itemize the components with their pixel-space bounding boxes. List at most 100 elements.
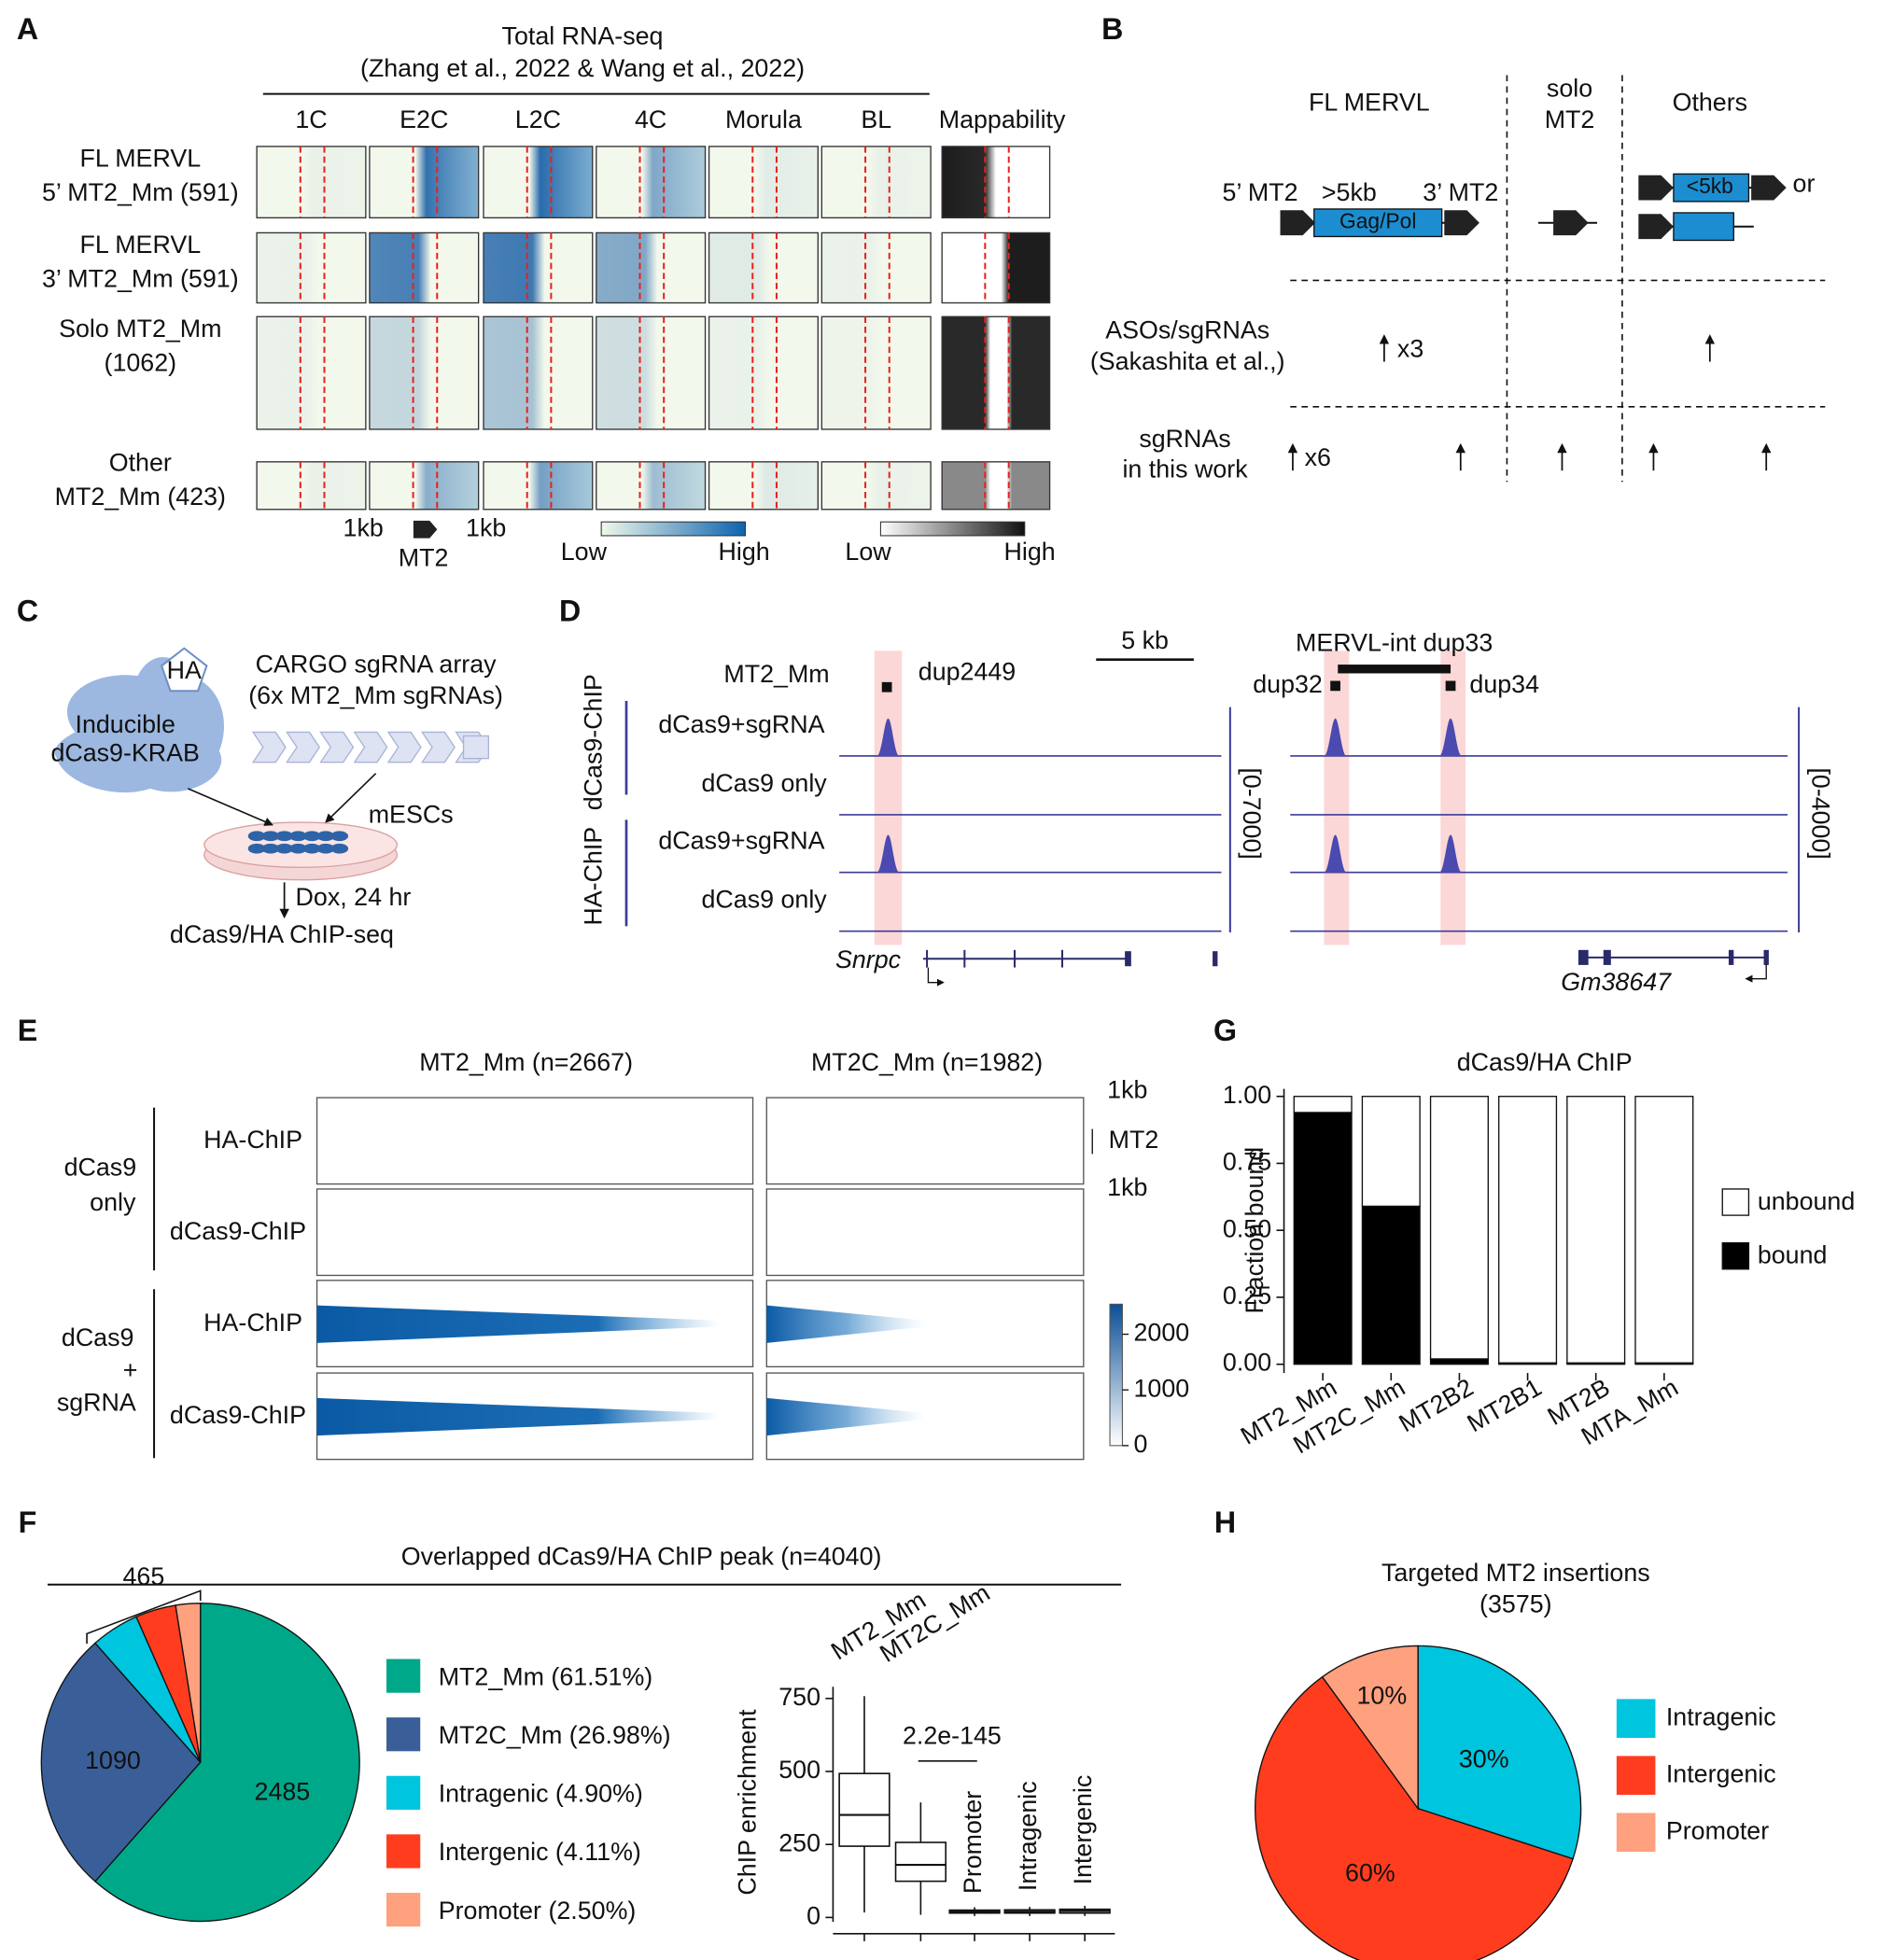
heatmap-signal bbox=[766, 1305, 926, 1343]
row-label: Other bbox=[109, 449, 172, 477]
category-label: MT2B2 bbox=[1395, 1373, 1479, 1437]
cell bbox=[261, 843, 280, 854]
column-header: BL bbox=[861, 105, 891, 133]
data-label: 30% bbox=[1459, 1745, 1509, 1773]
legend-label: Promoter bbox=[1666, 1816, 1769, 1844]
gene-box bbox=[1313, 208, 1443, 238]
chart-title: Targeted MT2 insertions bbox=[1381, 1559, 1650, 1587]
tick-label: 1000 bbox=[1134, 1374, 1190, 1402]
heatmap-signal bbox=[596, 232, 706, 303]
tick-label: 250 bbox=[778, 1828, 820, 1856]
exon bbox=[1763, 949, 1769, 965]
heatmap-frame bbox=[369, 315, 480, 430]
gene-box bbox=[1673, 173, 1750, 203]
label: FL MERVL bbox=[1309, 88, 1430, 116]
heatmap-frame bbox=[596, 231, 707, 304]
legend-label: Intragenic bbox=[1666, 1702, 1776, 1730]
label: dup34 bbox=[1469, 670, 1539, 698]
legend-swatch bbox=[385, 1891, 422, 1928]
column-header: MT2C_Mm (n=1982) bbox=[811, 1048, 1043, 1076]
exon bbox=[1125, 951, 1131, 967]
heatmap-frame bbox=[256, 231, 367, 304]
heatmap-frame bbox=[820, 461, 932, 511]
label: 1kb bbox=[1107, 1075, 1147, 1103]
heading: Total RNA-seq bbox=[502, 21, 664, 49]
label: Low bbox=[845, 538, 891, 566]
heatmap-signal bbox=[942, 232, 1050, 303]
ltr bbox=[1638, 175, 1674, 201]
legend-swatch bbox=[385, 1715, 422, 1753]
cell bbox=[330, 831, 349, 842]
pie-slice bbox=[175, 1603, 202, 1763]
gene-label: Gag/Pol bbox=[1339, 209, 1416, 233]
label: (6x MT2_Mm sgRNAs) bbox=[248, 681, 503, 709]
ltr bbox=[1553, 210, 1589, 236]
heatmap-signal bbox=[821, 146, 932, 218]
tick-label: 0.25 bbox=[1223, 1281, 1271, 1309]
label: (Sakashita et al.,) bbox=[1090, 347, 1285, 375]
peak bbox=[1438, 718, 1463, 756]
row-label: HA-ChIP bbox=[203, 1309, 302, 1337]
colorbar bbox=[879, 521, 1026, 537]
gene-name: Gm38647 bbox=[1561, 968, 1672, 996]
tick-label: 1.00 bbox=[1223, 1081, 1271, 1109]
label: High bbox=[1004, 538, 1056, 566]
tick-label: 500 bbox=[778, 1756, 820, 1784]
exon bbox=[1728, 949, 1734, 965]
heatmap-signal bbox=[596, 146, 706, 218]
cell bbox=[316, 843, 335, 854]
legend-label: Intergenic bbox=[1666, 1759, 1776, 1787]
label: x3 bbox=[1397, 335, 1423, 363]
heatmap-frame bbox=[256, 315, 367, 430]
bar bbox=[1293, 1112, 1353, 1365]
legend-label: MT2_Mm (61.51%) bbox=[439, 1662, 653, 1690]
feature bbox=[1338, 665, 1451, 674]
heatmap-frame bbox=[483, 231, 594, 304]
track-label: MT2_Mm bbox=[723, 660, 829, 688]
heatmap-frame bbox=[483, 146, 594, 219]
label: 1kb bbox=[466, 513, 506, 541]
legend-label: unbound bbox=[1758, 1187, 1855, 1215]
tick-label: 0.50 bbox=[1223, 1214, 1271, 1242]
heatmap-signal bbox=[766, 1397, 926, 1436]
feature bbox=[1330, 680, 1340, 692]
pie-slice bbox=[1321, 1645, 1419, 1811]
column-header: Mappability bbox=[939, 105, 1066, 133]
feature bbox=[881, 681, 892, 693]
data-label: 60% bbox=[1345, 1858, 1395, 1886]
sgrna-unit bbox=[319, 731, 355, 763]
heatmap-signal bbox=[484, 461, 593, 510]
heatmap-signal bbox=[369, 316, 479, 429]
range-label: [0-7000] bbox=[1238, 767, 1266, 859]
legend-swatch bbox=[1615, 1755, 1657, 1797]
heatmap-frame bbox=[708, 315, 819, 430]
heatmap bbox=[316, 1188, 754, 1277]
cell bbox=[247, 831, 266, 842]
heatmap-frame bbox=[708, 231, 819, 304]
legend-swatch bbox=[385, 1774, 422, 1812]
tick-label: 0 bbox=[1134, 1430, 1148, 1458]
panel-label: E bbox=[18, 1014, 37, 1047]
chart-subtitle: (3575) bbox=[1479, 1590, 1552, 1618]
heatmap-frame bbox=[256, 461, 367, 511]
track-label: dCas9+sgRNA bbox=[658, 710, 824, 738]
heatmap-signal bbox=[708, 232, 819, 303]
cell bbox=[289, 831, 307, 842]
label: mESCs bbox=[369, 800, 454, 828]
label: dup2449 bbox=[918, 658, 1016, 686]
heatmap-signal bbox=[821, 461, 932, 510]
label: Inducible bbox=[76, 710, 175, 738]
box bbox=[894, 1841, 947, 1883]
peak bbox=[1324, 718, 1347, 756]
data-label: 465 bbox=[123, 1562, 165, 1590]
bar bbox=[1361, 1096, 1421, 1208]
heatmap-frame bbox=[941, 315, 1051, 430]
panel-label: A bbox=[17, 12, 38, 46]
ha-tag bbox=[160, 647, 208, 693]
column-header: E2C bbox=[400, 105, 448, 133]
track-label: dCas9 only bbox=[702, 769, 828, 797]
heatmap-signal bbox=[257, 232, 366, 303]
label: x6 bbox=[1305, 443, 1331, 471]
peak bbox=[876, 718, 900, 756]
row-label: 5’ MT2_Mm (591) bbox=[42, 178, 239, 206]
